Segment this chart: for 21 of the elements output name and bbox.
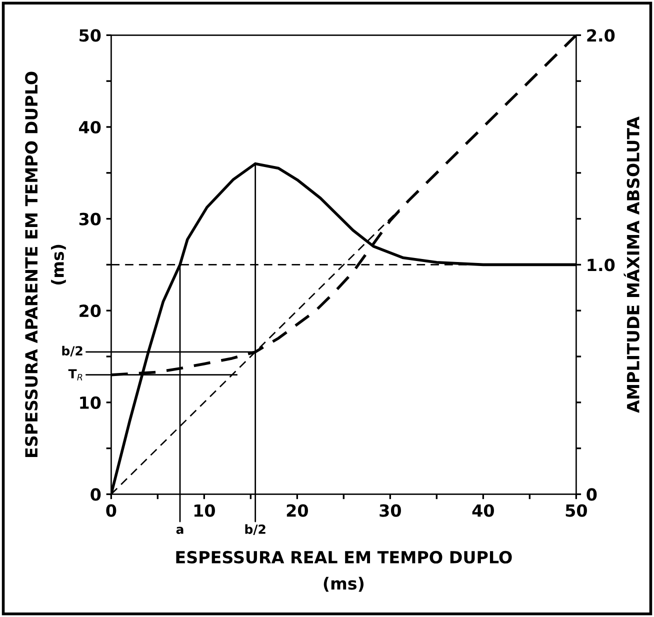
y-tick-label: 50 [80, 29, 101, 42]
y-tick-label: 40 [79, 120, 101, 134]
y2-tick-label: 2.0 [587, 29, 615, 42]
y-tick-label: 20 [80, 304, 101, 318]
x-tick-label: 50 [566, 504, 587, 517]
x-tick-label: 0 [106, 504, 116, 517]
x-axis-title: ESPESSURA REAL EM TEMPO DUPLO (ms) [176, 550, 512, 592]
x-tick-label: 40 [472, 504, 494, 517]
annotation: T$_{R}$ [68, 369, 82, 380]
annotation: b/2 [62, 346, 82, 357]
y-tick-label: 0 [90, 488, 101, 501]
x-tick-label: 20 [286, 504, 308, 517]
x-tick-label: 10 [194, 504, 215, 517]
y2-axis-title: AMPLITUDE MÁXIMA ABSOLUTA [624, 116, 640, 413]
y-tick-label: 30 [79, 212, 101, 226]
y-tick-label: 10 [80, 396, 101, 409]
annotation: b/2 [245, 524, 266, 535]
y2-tick-label: 0 [586, 488, 597, 501]
annotation: a [176, 526, 184, 534]
y2-tick-label: 1.0 [588, 258, 615, 272]
x-tick-label: 30 [380, 504, 401, 517]
